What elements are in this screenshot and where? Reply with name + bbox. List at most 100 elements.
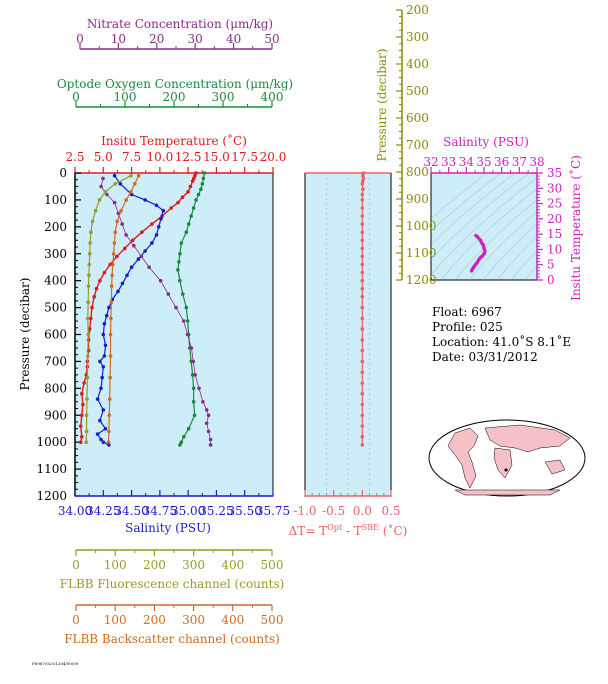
nitrate-point [181, 319, 186, 323]
delta-t-tick-label: -0.5 [322, 504, 345, 518]
nitrate-point [101, 176, 105, 181]
oxygen-point [186, 222, 191, 226]
fluorescence-axis: 0 100 200 300 400 500 [72, 549, 283, 572]
delta-t-point [360, 338, 365, 342]
ts-temperature-tick-label: 15 [547, 227, 562, 241]
nitrate-tick-label: 10 [111, 32, 126, 46]
salinity-point [95, 432, 100, 436]
delta-t-point [360, 278, 365, 283]
oxygen-point [184, 305, 189, 310]
backscatter-point [107, 413, 112, 418]
delta-t-point [360, 214, 365, 218]
fluorescence-point [86, 354, 90, 358]
salinity-point [112, 173, 117, 178]
temperature-point [193, 173, 197, 178]
delta-t-title-sup1: Opt [327, 523, 343, 532]
delta-t-line [361, 172, 365, 445]
pressure-tick-label: 200 [44, 220, 67, 234]
oxygen-point [199, 187, 203, 191]
isopycnal-line [431, 173, 516, 245]
salinity-series [95, 173, 166, 447]
landmass-antarctica [454, 489, 561, 496]
delta-t-point [360, 413, 365, 418]
salinity-point [129, 192, 134, 197]
nitrate-point [206, 429, 211, 434]
salinity-point [95, 397, 100, 401]
right-pressure-tick-label: 1200 [406, 273, 437, 287]
oxygen-point [192, 413, 197, 418]
temperature-tick-label: 20.0 [260, 150, 287, 164]
salinity-tick-label: 34.50 [114, 504, 148, 518]
delta-t-point [360, 254, 365, 259]
oxygen-point [196, 192, 201, 197]
salinity-point [101, 440, 106, 445]
salinity-point [150, 241, 154, 245]
salinity-tick-label: 34.00 [58, 504, 92, 518]
ts-temperature-tick-label: 30 [547, 181, 562, 195]
oxygen-point [191, 206, 196, 210]
fluorescence-point [86, 300, 90, 305]
delta-t-point [360, 424, 365, 428]
backscatter-point [129, 190, 133, 194]
ts-temperature-tick-label: 5 [547, 258, 555, 272]
pressure-tick-label: 500 [44, 301, 67, 315]
ts-salinity-axis-title: Salinity (PSU) [443, 135, 529, 149]
nitrate-point [193, 373, 197, 377]
delta-t-point [361, 187, 365, 191]
salinity-point [98, 418, 102, 423]
fluorescence-point [86, 284, 91, 288]
oxygen-point [182, 435, 186, 439]
temperature-point [176, 200, 180, 205]
oxygen-point [179, 440, 184, 445]
nitrate-point [189, 346, 194, 350]
fluorescence-point [85, 397, 89, 401]
oxygen-point [181, 292, 185, 296]
delta-t-tick-label: 0.5 [381, 504, 400, 518]
nitrate-point [204, 408, 209, 412]
ts-temperature-tick-label: 20 [547, 212, 562, 226]
temperature-tick-label: 10.0 [146, 150, 173, 164]
nitrate-point [105, 192, 109, 197]
temperature-point [78, 424, 83, 428]
temperature-point [78, 440, 83, 445]
nitrate-point [201, 400, 205, 404]
salinity-point [101, 332, 106, 337]
backscatter-point [136, 173, 141, 178]
delta-t-point [360, 381, 365, 385]
backscatter-point [108, 375, 112, 380]
delta-t-point [360, 370, 365, 375]
temperature-point [108, 262, 112, 267]
backscatter-point [133, 182, 137, 186]
salinity-tick-label: 35.75 [256, 504, 290, 518]
delta-t-point [360, 391, 365, 396]
delta-t-point [361, 173, 365, 178]
fluorescence-point [85, 375, 90, 380]
right-pressure-tick-label: 1000 [406, 219, 437, 233]
fluorescence-series [84, 173, 133, 445]
delta-t-title-tail: (˚C) [379, 523, 407, 538]
isopycnal-line [431, 177, 537, 276]
nitrate-point [158, 278, 163, 283]
footer-code: F6967/025/1204/00/00 [32, 661, 79, 666]
salinity-point [136, 257, 141, 261]
oxygen-point [177, 260, 181, 264]
nitrate-point [139, 254, 144, 259]
fluorescence-point [86, 332, 90, 337]
salinity-point [103, 426, 108, 431]
temperature-tick-label: 5.0 [94, 150, 113, 164]
fluorescence-point [97, 198, 102, 202]
location: Location: 41.0˚S 8.1˚E [432, 334, 571, 349]
oxygen-point [189, 214, 193, 218]
ts-salinity-tick-label: 37 [512, 155, 527, 169]
salinity-point [154, 233, 159, 237]
oxygen-tick-label: 300 [212, 90, 235, 104]
backscatter-series [106, 173, 141, 445]
delta-t-series [360, 171, 366, 447]
temperature-point [87, 327, 92, 331]
backscatter-tick-label: 200 [143, 613, 166, 627]
nitrate-point [185, 332, 190, 337]
backscatter-point [110, 273, 114, 278]
temperature-point [150, 222, 154, 226]
nitrate-point [132, 243, 136, 248]
